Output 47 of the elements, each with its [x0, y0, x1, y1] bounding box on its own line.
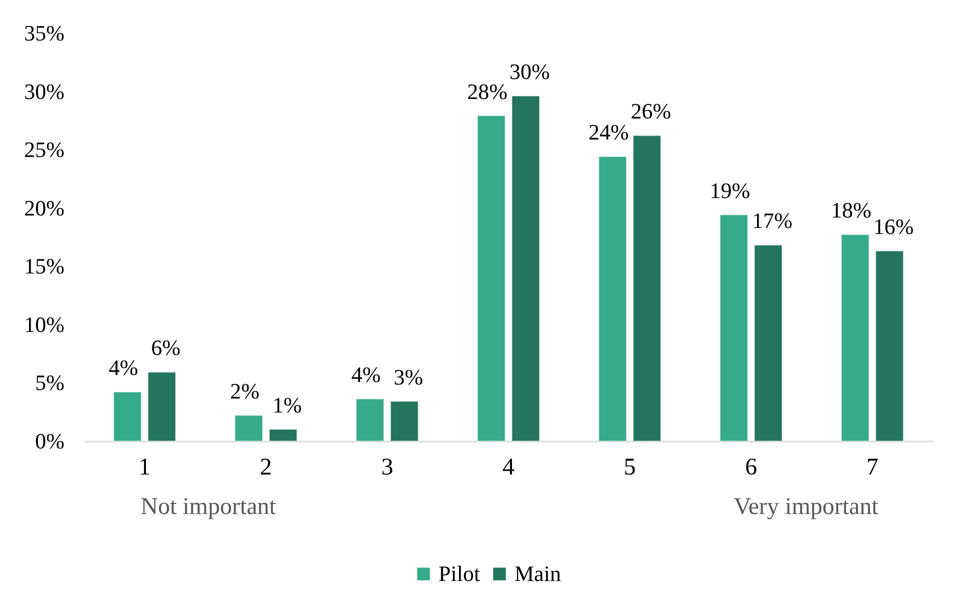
bar — [113, 392, 142, 442]
y-tick-label: 10% — [24, 312, 64, 337]
data-label: 19% — [710, 178, 750, 203]
x-tick-label: 7 — [866, 454, 878, 480]
bar — [234, 414, 263, 442]
legend-label: Main — [514, 561, 561, 586]
legend-label: Pilot — [438, 561, 480, 586]
data-label: 4% — [351, 362, 381, 388]
data-label: 16% — [873, 214, 914, 239]
data-label: 4% — [108, 355, 138, 380]
y-tick-label: 25% — [24, 137, 64, 162]
x-tick-label: 1 — [138, 454, 151, 480]
bar — [840, 234, 870, 442]
bar — [875, 250, 904, 442]
data-label: 3% — [394, 364, 424, 390]
x-tick-label: 6 — [745, 454, 758, 480]
bar — [356, 398, 384, 442]
bar — [268, 428, 298, 442]
bar — [754, 244, 782, 442]
data-label: 17% — [752, 208, 792, 234]
text: Very important — [734, 494, 879, 520]
bar — [390, 400, 419, 442]
y-tick-label: 20% — [24, 195, 64, 220]
y-tick-label: 0% — [35, 428, 64, 454]
data-label: 2% — [230, 378, 260, 404]
bar — [511, 95, 540, 442]
data-label: 28% — [467, 78, 508, 104]
bar — [632, 135, 662, 442]
data-label: 26% — [630, 98, 672, 124]
bar — [477, 115, 506, 442]
data-label: 1% — [272, 392, 302, 418]
bar — [720, 214, 748, 442]
y-tick-label: 15% — [24, 254, 64, 279]
x-tick-label: 4 — [502, 454, 514, 480]
y-tick-label: 30% — [24, 78, 64, 104]
bar — [148, 372, 176, 442]
y-tick-label: 5% — [35, 370, 64, 396]
text: Not important — [140, 494, 276, 520]
data-label: 6% — [151, 335, 180, 360]
x-tick-label: 2 — [260, 454, 272, 480]
data-label: 30% — [510, 58, 550, 84]
x-tick-label: 5 — [624, 454, 636, 480]
x-tick-label: 3 — [381, 454, 394, 480]
y-tick-label: 35% — [24, 20, 64, 46]
data-label: 18% — [831, 198, 872, 223]
data-label: 24% — [588, 120, 629, 145]
bar — [598, 156, 627, 442]
